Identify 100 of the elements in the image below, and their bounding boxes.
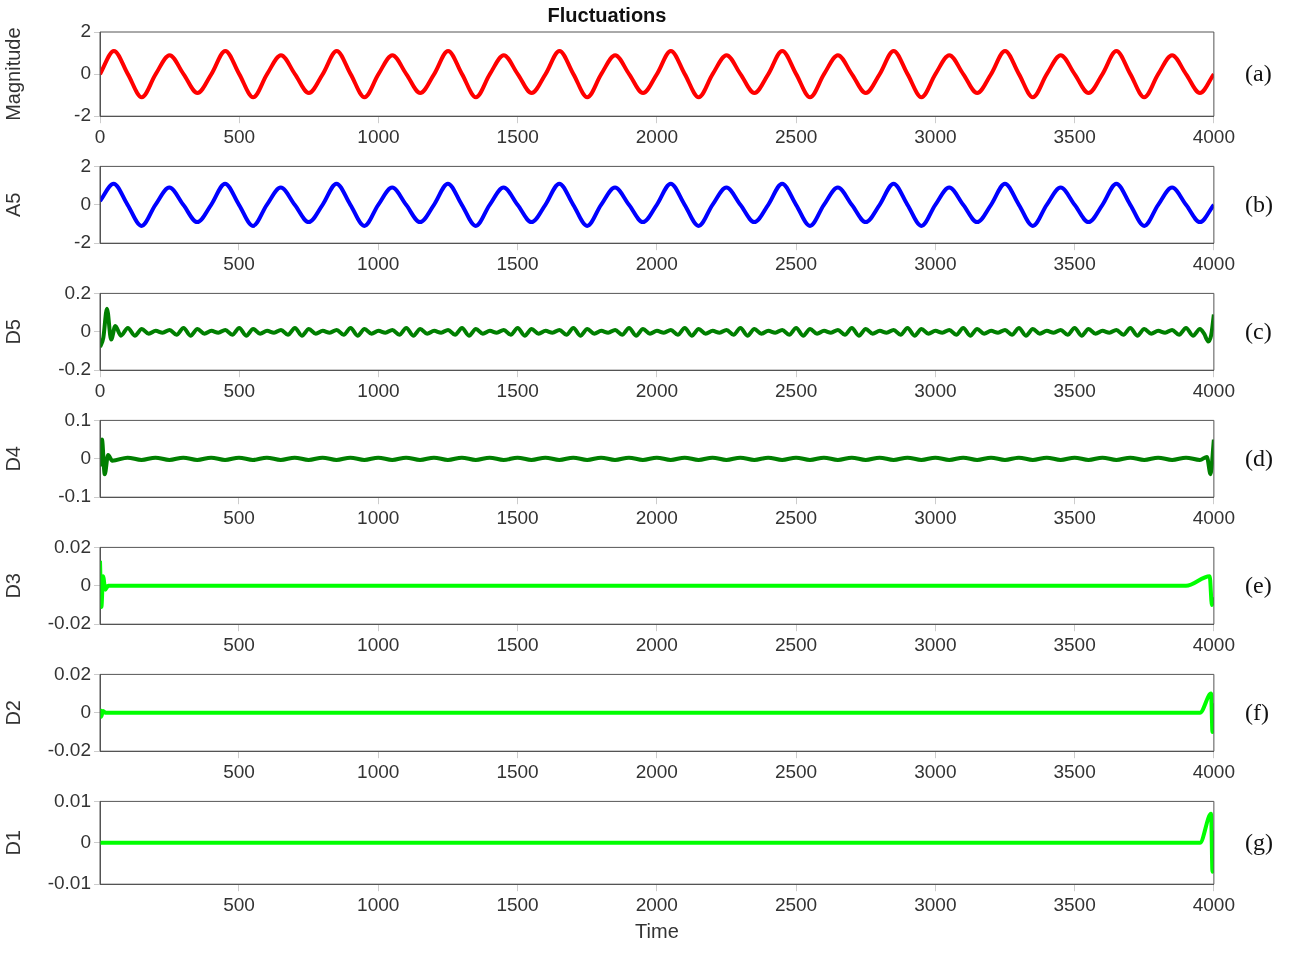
x-tick-label: 2000 (635, 125, 679, 147)
y-tick-label: 0 (80, 701, 91, 723)
text: (d) (1245, 444, 1273, 472)
y-tick-label: -0.02 (47, 739, 91, 761)
y-tick-label: -0.01 (47, 872, 91, 894)
x-tick-label: 500 (223, 379, 256, 401)
line-series (100, 811, 1214, 874)
line-series (100, 181, 1214, 228)
x-tick-label: 1500 (496, 506, 539, 528)
chart-title: Fluctuations (547, 3, 667, 26)
x-tick-label: 1500 (496, 893, 539, 915)
x-tick-label: 1000 (357, 633, 400, 655)
x-tick-label: 2000 (635, 506, 678, 528)
x-tick-label: 3000 (914, 893, 957, 915)
y-axis-title: A5 (1, 192, 24, 218)
line-series (100, 691, 1214, 734)
y-tick-label: 0 (80, 193, 91, 215)
y-tick-label: -0.2 (58, 358, 91, 380)
y-axis-title: D5 (1, 319, 24, 345)
x-tick-label: 1500 (496, 125, 539, 147)
x-tick-label: 3500 (1053, 633, 1096, 655)
x-tick-label: 2000 (635, 633, 678, 655)
x-tick-label: 1000 (357, 125, 400, 147)
x-tick-label: 2000 (635, 760, 678, 782)
x-tick-label: 3500 (1053, 506, 1096, 528)
x-tick-label: 2500 (774, 760, 818, 782)
y-tick-label: -2 (74, 231, 91, 253)
x-tick-label: 4000 (1192, 252, 1236, 274)
x-tick-label: 3000 (914, 633, 957, 655)
y-tick-label: 0 (80, 574, 91, 596)
x-tick-label: 3500 (1053, 893, 1096, 915)
text: (e) (1245, 571, 1272, 599)
x-tick-label: 0 (94, 379, 106, 401)
x-tick-label: 500 (223, 125, 256, 147)
x-tick-label: 500 (223, 760, 255, 782)
x-tick-label: 2500 (774, 893, 818, 915)
x-tick-label: 3000 (914, 125, 957, 147)
x-tick-label: 1500 (496, 633, 539, 655)
y-tick-label: -0.1 (58, 485, 91, 507)
y-tick-label: 2 (80, 20, 91, 42)
x-tick-label: 1000 (357, 760, 400, 782)
y-tick-label: 0 (80, 62, 91, 84)
x-tick-label: 4000 (1192, 633, 1236, 655)
y-tick-label: 0 (80, 831, 91, 853)
x-axis-title: Time (635, 919, 679, 942)
line-series (100, 437, 1214, 477)
y-tick-label: 0.01 (54, 789, 91, 811)
x-tick-label: 1000 (357, 252, 400, 274)
y-tick-label: -0.02 (47, 612, 91, 634)
x-tick-label: 3500 (1053, 252, 1096, 274)
y-tick-label: 0.1 (64, 408, 91, 430)
x-tick-label: 4000 (1192, 893, 1236, 915)
y-tick-label: 0.2 (64, 281, 91, 303)
y-axis-title: D4 (1, 446, 24, 472)
y-tick-label: 0.02 (54, 535, 91, 557)
x-tick-label: 0 (94, 125, 106, 147)
x-tick-label: 3500 (1053, 125, 1096, 147)
x-tick-label: 4000 (1192, 760, 1236, 782)
x-tick-label: 2000 (635, 893, 678, 915)
x-tick-label: 3500 (1053, 379, 1096, 401)
x-tick-label: 500 (223, 893, 255, 915)
x-tick-label: 3000 (914, 760, 957, 782)
line-series (100, 306, 1214, 350)
x-tick-label: 3500 (1053, 760, 1096, 782)
text: (c) (1245, 317, 1272, 345)
line-series (100, 558, 1214, 609)
x-tick-label: 500 (223, 252, 255, 274)
y-tick-label: 0 (80, 447, 91, 469)
x-tick-label: 1500 (496, 379, 539, 401)
x-tick-label: 1000 (357, 506, 400, 528)
x-tick-label: 500 (223, 633, 255, 655)
x-tick-label: 4000 (1192, 125, 1236, 147)
x-tick-label: 2000 (635, 252, 678, 274)
x-tick-label: 500 (223, 506, 255, 528)
y-tick-label: 0 (80, 320, 91, 342)
text: (a) (1245, 60, 1272, 88)
x-tick-label: 3000 (914, 252, 957, 274)
y-tick-label: 2 (80, 154, 91, 176)
y-axis-title: Magnitude (1, 27, 24, 121)
text: (b) (1245, 190, 1273, 218)
line-series (100, 48, 1214, 100)
text: (g) (1245, 828, 1273, 856)
x-tick-label: 3000 (914, 379, 957, 401)
x-tick-label: 1500 (496, 760, 539, 782)
y-axis-title: D2 (1, 700, 24, 726)
x-tick-label: 1000 (357, 893, 400, 915)
x-tick-label: 2500 (775, 125, 818, 147)
x-tick-label: 3000 (914, 506, 957, 528)
x-tick-label: 4000 (1192, 379, 1236, 401)
x-tick-label: 2500 (774, 252, 818, 274)
x-tick-label: 1000 (357, 379, 400, 401)
y-axis-title: D1 (1, 830, 24, 856)
x-tick-label: 2500 (775, 379, 818, 401)
y-axis-title: D3 (1, 573, 24, 599)
y-tick-label: 0.02 (54, 662, 91, 684)
y-tick-label: -2 (74, 104, 91, 126)
x-tick-label: 4000 (1192, 506, 1236, 528)
x-tick-label: 2000 (635, 379, 679, 401)
x-tick-label: 2500 (774, 506, 818, 528)
text: (f) (1245, 698, 1269, 726)
